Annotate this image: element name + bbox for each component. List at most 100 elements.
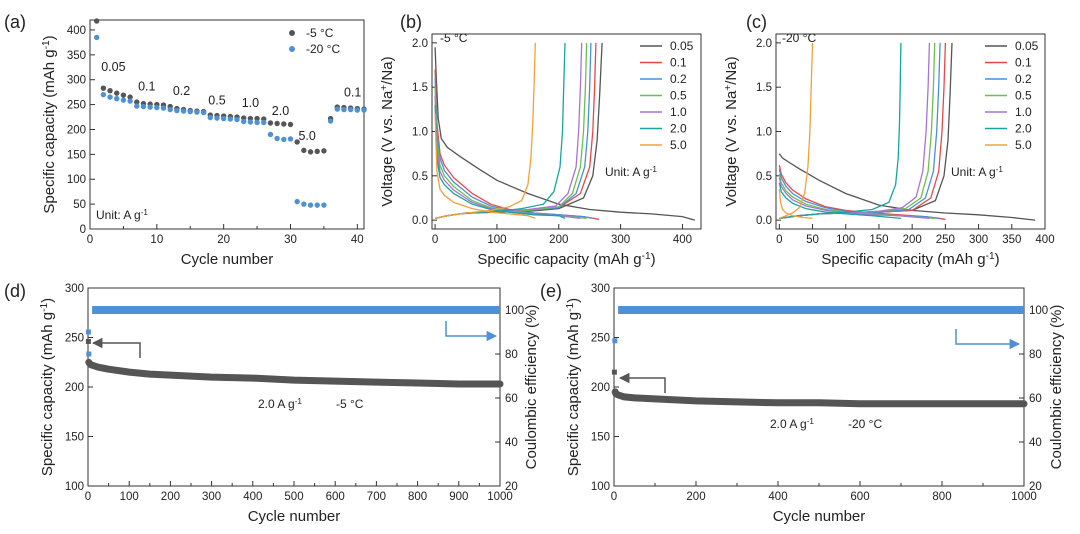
panel-a-xtick-label: 40 [351,234,364,246]
panel-a-label: (a) [4,12,26,32]
panel-a-point [114,90,120,96]
panel-c-xtick-label: 100 [836,234,855,246]
panel-e-capacity-band [611,388,1028,408]
panel-b-discharge-5.0 [434,113,536,220]
panel-a-point [220,115,227,122]
panel-a-frame [89,19,365,230]
panel-c-ylabel: Voltage (V vs. Na+/Na) [723,56,741,206]
panel-c-ytick-label: 2.0 [756,38,772,50]
panel-d-xtick-label: 900 [449,491,468,503]
panel-a-point [301,201,307,207]
panel-a-point [314,148,320,155]
panel-c-discharge-1.0 [778,177,930,220]
panel-a-point [227,116,234,122]
panel-a-point [314,202,320,208]
panel-d-y2tick-label: 20 [505,481,518,493]
panel-c-xlabel: Specific capacity (mAh g-1) [821,251,999,269]
panel-c-legend-label: 5.0 [1015,138,1032,152]
panel-c-legend-label: 0.5 [1015,89,1032,103]
panel-a-ytick-label: 300 [67,75,86,87]
panel-d-ytick-label: 300 [65,283,84,295]
panel-d-y2tick-label: 100 [505,305,524,317]
panel-a-ytick-label: 150 [67,149,86,161]
panel-e-y2label: Coulombic efficiency (%) [1048,305,1065,470]
panel-a-legend-marker [289,46,295,52]
panel-a-ytick-label: 400 [67,25,86,37]
panel-d-arrow-right [445,321,498,342]
panel-c-ytick-label: 0.5 [756,171,772,183]
panel-a-point [200,109,207,116]
panel-a-point [147,104,153,110]
panel-b-legend-label: 0.05 [670,39,694,53]
panel-c-charge-0.2 [779,42,941,220]
panel-a-point [247,119,254,125]
panel-a-rate-label: 1.0 [242,96,259,110]
panel-d-xtick-label: 300 [202,491,221,503]
panel-e-y2tick-label: 40 [1029,437,1042,449]
panel-a-legend-label: -20 °C [306,42,340,56]
panel-d-efficiency-point [86,351,92,357]
panel-c-xtick-label: 200 [903,234,922,246]
panel-a-unit: Unit: A g-1 [96,208,148,223]
panel-a-point [287,136,294,142]
panel-a-point [267,131,274,138]
panel-a-point [194,109,200,115]
panel-e-xtick-label: 600 [850,491,869,503]
panel-e-y2tick-label: 80 [1029,349,1042,361]
panel-b-unit: Unit: A g-1 [605,165,657,180]
panel-d-annotation-temp: -5 °C [336,397,364,411]
panel-e-xtick-label: 200 [686,491,705,503]
panel-c-xtick-label: 150 [869,234,888,246]
panel-c-xtick-label: 0 [776,234,782,246]
panel-a-ytick-label: 200 [67,124,86,136]
panel-d-efficiency-point [85,329,91,335]
panel-a-ytick-label: 0 [80,224,86,236]
panel-a-point [160,105,167,111]
panel-b-legend-label: 0.2 [670,72,687,86]
panel-e-efficiency-band [618,306,1024,314]
panel-c-legend-label: 2.0 [1015,122,1032,136]
panel-a-xlabel: Cycle number [181,251,274,268]
panel-e-xlabel: Cycle number [773,508,866,525]
panel-a-rate-label: 0.2 [173,84,190,98]
panel-a-point [294,198,300,205]
panel-c-charge-0.5 [779,42,936,220]
panel-a-point [93,34,100,41]
panel-c-legend-label: 0.2 [1015,72,1032,86]
panel-a-point [267,120,274,126]
panel-b-xtick-label: 400 [673,234,692,246]
panel-a-rate-label: 5.0 [298,129,315,143]
panel-d-annotation: 2.0 A g-1 [258,397,302,412]
panel-a-point [154,104,160,111]
panel-a-point [307,149,314,155]
panel-a-ytick-label: 100 [67,174,86,186]
panel-b-xtick-label: 100 [487,234,506,246]
panel-a-point [361,107,367,113]
panel-a-rate-label: 0.05 [101,60,125,74]
panel-a-point [140,103,147,110]
panel-a-point [254,119,260,126]
panel-b-ytick-label: 2.0 [412,38,428,50]
panel-b: 0 100 200 300 400 0.0 0.5 1.0 1.5 2.0 (b) -5 °C Spec… [379,12,702,268]
panel-a-point [167,106,173,113]
panel-b-ytick-label: 0.5 [412,171,428,183]
panel-e: 0 200 400 600 800 1000 100 150 200 250 300 20 40 60 80… [540,281,1065,525]
panel-b-legend-label: 0.1 [670,56,687,70]
panel-a-rate-label: 0.5 [208,94,225,108]
panel-e-ylabel: Specific capacity (mAh g-1) [565,298,583,476]
panel-b-charge-5.0 [434,42,536,220]
panel-d-xtick-label: 400 [243,491,262,503]
panel-e-xtick-label: 400 [768,491,787,503]
panel-e-ytick-label: 250 [591,333,610,345]
panel-b-legend-label: 2.0 [670,122,687,136]
panel-d-xtick-label: 800 [408,491,427,503]
panel-e-label: (e) [540,281,562,301]
panel-b-charge-0.2 [434,42,592,220]
panel-a-point [107,94,113,100]
panel-c-xtick-label: 400 [1035,234,1054,246]
panel-c-xtick-label: 250 [936,234,955,246]
panel-a-point [114,95,120,102]
panel-e-xtick-label: 0 [611,491,617,503]
panel-b-legend-label: 5.0 [670,138,687,152]
panel-a-point [281,136,287,143]
